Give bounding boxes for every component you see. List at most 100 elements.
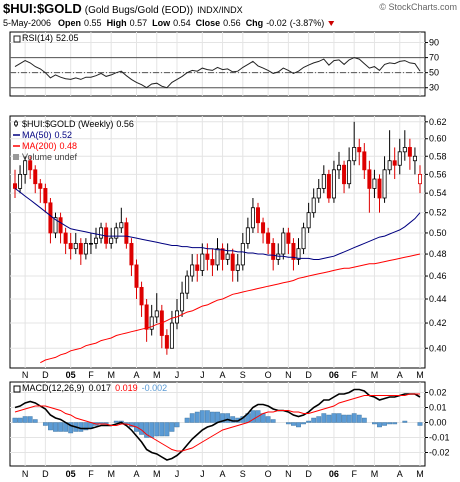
candle-body: [23, 160, 28, 175]
description: (Gold Bugs/Gold (EOD)): [85, 5, 193, 16]
histogram-bar: [215, 411, 220, 423]
histogram-bar: [316, 416, 322, 423]
histogram-bar: [351, 413, 357, 423]
candle-body: [134, 264, 139, 288]
candle-body: [331, 169, 336, 199]
candle-body: [291, 242, 296, 260]
ma-line: [14, 187, 421, 260]
x-tick-label: F: [88, 370, 94, 380]
legend-value: 0.52: [55, 130, 73, 140]
legend-icon: [13, 35, 21, 43]
candle-body: [63, 232, 68, 244]
legend: MACD(12,26,9) 0.017 0.019 -0.002: [22, 383, 167, 393]
legend: MA(50) 0.52: [22, 130, 72, 140]
legend-icon: [13, 154, 19, 160]
candle-body: [43, 188, 48, 204]
x-tick-label: M: [416, 370, 424, 380]
histogram-bar: [169, 422, 175, 432]
exchange: INDX/INDX: [197, 5, 243, 15]
quote-value: 0.54: [173, 18, 191, 28]
candle-body: [296, 248, 301, 260]
x-tick-label: O: [265, 370, 272, 380]
x-tick-label: F: [88, 469, 94, 479]
histogram-bar: [336, 413, 342, 423]
y-tick-label: 0.50: [429, 228, 447, 238]
candle-body: [68, 242, 73, 250]
x-tick-label: N: [22, 469, 29, 479]
histogram-bar: [225, 413, 231, 423]
candle-body: [215, 248, 220, 266]
histogram-bar: [48, 422, 53, 431]
x-tick-label: J: [200, 469, 205, 479]
x-tick-label: M: [371, 469, 379, 479]
candle-body: [180, 292, 185, 312]
candle-body: [402, 147, 407, 153]
y-tick-label: 50: [429, 68, 439, 78]
histogram-bar: [387, 422, 393, 425]
histogram-bar: [392, 422, 398, 425]
histogram-bar: [291, 422, 296, 426]
y-tick-label: 0.62: [429, 117, 447, 127]
candle-body: [387, 160, 392, 171]
candle-body: [266, 232, 271, 244]
histogram-bar: [311, 417, 317, 423]
candle-body: [94, 237, 99, 244]
candle-body: [58, 217, 63, 234]
legend-name: MACD(12,26,9): [22, 383, 85, 393]
x-tick-label: F: [351, 370, 357, 380]
candle-body: [240, 242, 245, 266]
histogram-bar: [174, 422, 180, 428]
candle-body: [311, 197, 316, 214]
histogram-bar: [296, 422, 301, 428]
candle-body: [99, 227, 104, 239]
y-tick-label: 30: [429, 83, 439, 93]
histogram-bar: [194, 411, 200, 423]
candle-body: [321, 173, 326, 189]
candle-body: [417, 173, 422, 185]
histogram-bar: [68, 422, 74, 434]
quote-label: High: [107, 18, 127, 28]
x-tick-label: A: [220, 469, 226, 479]
legend-name: MA(50): [22, 130, 52, 140]
histogram-bar: [27, 416, 33, 423]
candle-body: [210, 259, 215, 266]
candle-body: [326, 173, 331, 199]
y-tick-label: 0.42: [429, 318, 447, 328]
histogram-bar: [265, 416, 271, 423]
legend-value: 0.48: [60, 141, 78, 151]
symbol: $HUI:$GOLD: [3, 1, 82, 16]
x-tick-label: F: [351, 469, 357, 479]
candle-body: [235, 264, 240, 271]
histogram-bar: [42, 422, 48, 426]
histogram-bar: [159, 422, 165, 437]
histogram-bar: [250, 410, 256, 423]
x-tick-label: A: [133, 370, 139, 380]
candle-body: [225, 253, 230, 260]
legend: Volume undef: [22, 152, 78, 162]
y-tick-label: 0.52: [429, 208, 447, 218]
x-tick-label: S: [240, 469, 246, 479]
candle-body: [397, 151, 402, 166]
candle-body: [190, 264, 195, 277]
legend-value: 0.019: [115, 383, 138, 393]
y-tick-label: 0.58: [429, 151, 447, 161]
x-tick-label: N: [285, 469, 292, 479]
histogram-bar: [377, 422, 382, 428]
y-tick-label: 0.48: [429, 249, 447, 259]
x-tick-label: D: [42, 370, 49, 380]
legend-name: $HUI:$GOLD (Weekly): [22, 119, 113, 129]
quote-value: 0.55: [84, 18, 102, 28]
x-tick-label: A: [133, 469, 139, 479]
header-title: $HUI:$GOLD (Gold Bugs/Gold (EOD)) INDX/IND…: [3, 1, 243, 16]
x-tick-label: 05: [66, 469, 76, 479]
y-tick-label: 0.44: [429, 294, 447, 304]
y-tick-label: -0.01: [429, 433, 450, 443]
legend-value: -0.002: [142, 383, 168, 393]
histogram-bar: [199, 410, 205, 423]
quote-value: 0.56: [223, 18, 241, 28]
histogram-bar: [306, 420, 312, 423]
y-tick-label: 0.00: [429, 418, 447, 428]
histogram-bar: [22, 416, 28, 423]
legend-name: RSI(14): [22, 33, 53, 43]
legend: RSI(14) 52.05: [22, 33, 79, 43]
